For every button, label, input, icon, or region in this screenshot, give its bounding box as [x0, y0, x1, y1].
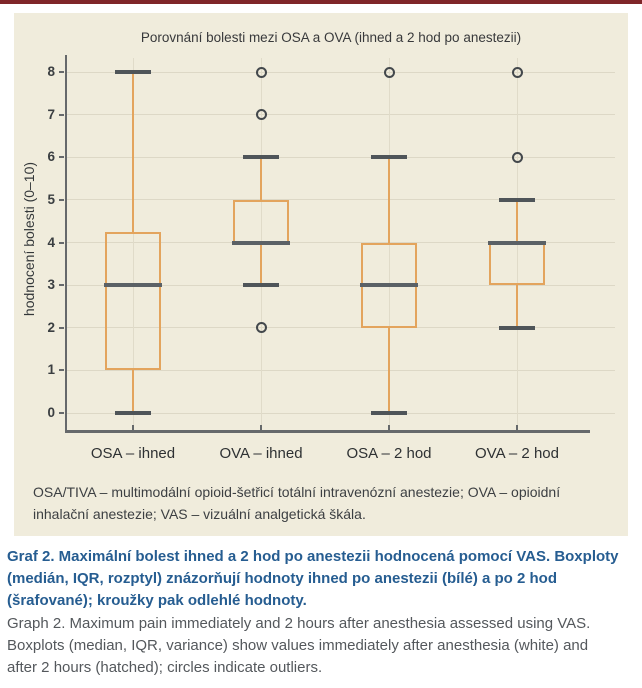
outlier-circle: [255, 109, 267, 121]
y-axis-tick: [59, 369, 64, 372]
whisker-cap-upper: [115, 70, 151, 74]
gridline-horizontal: [67, 369, 615, 371]
gridline-horizontal: [67, 114, 615, 116]
y-tick-label: 6: [47, 149, 55, 165]
y-axis-tick: [59, 198, 64, 201]
whisker-upper: [131, 72, 135, 232]
x-axis-tick: [260, 425, 262, 430]
y-tick-label: 1: [47, 362, 55, 378]
median-line: [360, 283, 418, 288]
whisker-lower: [131, 370, 135, 413]
whisker-cap-upper: [371, 155, 407, 160]
gridline-horizontal: [67, 242, 615, 243]
x-axis-tick: [388, 425, 390, 430]
whisker-upper: [515, 199, 519, 243]
caption-english: Graph 2. Maximum pain immediately and 2 …: [7, 615, 591, 676]
chart-title: Porovnání bolesti mezi OSA a OVA (ihned …: [140, 30, 522, 45]
y-tick-label: 2: [47, 319, 55, 335]
y-tick-label: 3: [47, 277, 55, 293]
whisker-lower: [259, 242, 263, 286]
whisker-lower: [387, 327, 391, 413]
y-axis-tick: [59, 284, 64, 287]
y-axis-tick: [59, 113, 64, 116]
gridline-horizontal: [67, 412, 615, 414]
whisker-cap-lower: [115, 411, 151, 415]
y-tick-label: 7: [47, 106, 55, 122]
median-line: [488, 240, 546, 245]
top-rule: [0, 0, 642, 4]
median-line: [232, 240, 290, 245]
x-category-label: OVA – ihned: [219, 445, 303, 462]
x-axis-tick: [516, 425, 518, 430]
whisker-cap-lower: [371, 411, 407, 415]
whisker-cap-upper: [499, 197, 535, 202]
whisker-cap-lower: [243, 283, 279, 288]
outlier-circle: [255, 322, 267, 334]
y-axis-tick: [59, 326, 64, 329]
whisker-cap-lower: [499, 325, 535, 330]
chart-panel: Porovnání bolesti mezi OSA a OVA (ihned …: [14, 13, 628, 536]
box-iqr: [489, 242, 545, 286]
whisker-upper: [259, 157, 263, 200]
whisker-upper: [387, 157, 391, 243]
caption-czech: Graf 2. Maximální bolest ihned a 2 hod p…: [7, 548, 619, 609]
abbreviation-footnote: OSA/TIVA – multimodální opioid-šetřicí t…: [33, 484, 561, 522]
y-tick-label: 5: [47, 191, 55, 207]
x-axis-line: [64, 430, 590, 433]
y-tick-label: 4: [47, 234, 55, 250]
x-axis-tick: [132, 425, 134, 430]
box-iqr: [105, 231, 161, 371]
outlier-circle: [383, 66, 395, 78]
outlier-circle: [511, 151, 523, 163]
x-category-label: OVA – 2 hod: [475, 445, 559, 462]
x-category-label: OSA – ihned: [90, 445, 176, 462]
whisker-lower: [515, 285, 519, 328]
gridline-horizontal: [67, 71, 615, 73]
y-axis-line: [64, 55, 67, 433]
whisker-cap-upper: [243, 155, 279, 160]
outlier-circle: [511, 66, 523, 78]
gridline-horizontal: [67, 284, 615, 286]
y-axis-tick: [59, 412, 64, 414]
median-line: [104, 283, 162, 288]
gridline-horizontal: [67, 199, 615, 201]
y-axis-tick: [59, 156, 64, 159]
boxplot-plot-area: 8 7 6 5 4 3 2 1 0 OSA – ihned OVA – ihned OSA – 2 h…: [14, 13, 628, 536]
y-axis-tick: [59, 241, 64, 244]
gridline-vertical: [132, 58, 134, 430]
y-axis-tick: [59, 71, 64, 73]
box-iqr: [233, 199, 289, 243]
gridline-horizontal: [67, 327, 615, 329]
x-category-label: OSA – 2 hod: [346, 445, 432, 462]
outlier-circle: [255, 66, 267, 78]
gridline-horizontal: [67, 156, 615, 158]
y-tick-label: 0: [47, 405, 55, 420]
y-tick-label: 8: [47, 64, 55, 79]
